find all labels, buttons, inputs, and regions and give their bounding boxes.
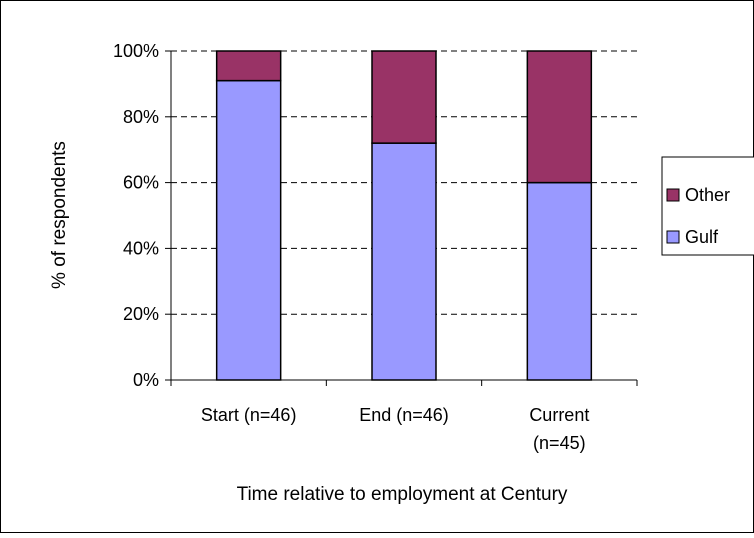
legend: Other Gulf — [661, 156, 754, 256]
bar-segment-other — [371, 50, 437, 144]
x-tick-label: End (n=46) — [359, 405, 449, 425]
x-axis-title: Time relative to employment at Century — [237, 484, 568, 505]
bar-segment-gulf — [215, 79, 282, 381]
legend-swatch-gulf — [666, 230, 680, 244]
legend-label-other: Other — [685, 185, 730, 205]
bar-segment-gulf — [371, 142, 437, 381]
y-tick-label: 0% — [133, 370, 159, 390]
y-tick-label: 60% — [123, 173, 159, 193]
legend-swatch-other — [666, 188, 680, 202]
bar-segment-other — [526, 50, 593, 184]
axes — [165, 50, 638, 386]
tick-labels: 0% 20% 40% 60% 80% 100% Start (n=46) End (n=46)… — [113, 41, 589, 453]
y-tick-label: 100% — [113, 41, 159, 61]
legend-label-gulf: Gulf — [685, 227, 719, 247]
y-tick-label: 20% — [123, 304, 159, 324]
x-tick-label: Start (n=46) — [201, 405, 297, 425]
x-tick-label: Current (n=45) — [529, 405, 589, 453]
bar-segment-gulf — [526, 181, 593, 381]
y-tick-label: 80% — [123, 107, 159, 127]
y-tick-label: 40% — [123, 238, 159, 258]
bars — [215, 50, 593, 381]
y-axis-title: % of respondents — [49, 141, 70, 289]
bar-segment-other — [215, 50, 282, 82]
